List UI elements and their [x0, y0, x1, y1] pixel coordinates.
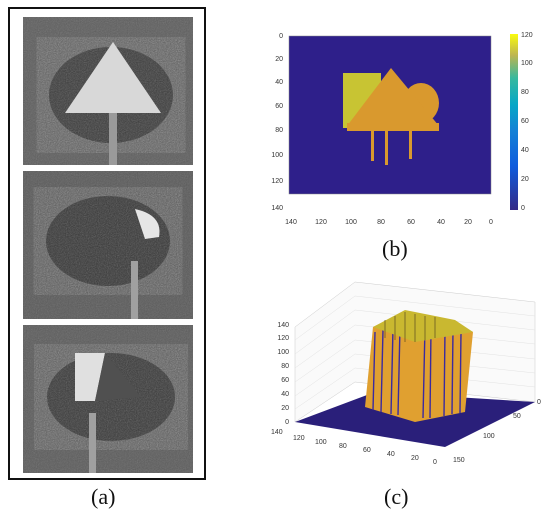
surface-x-tick: 60: [363, 447, 371, 454]
heatmap-y-tick: 140: [271, 205, 283, 212]
heatmap-y-tick: 100: [271, 152, 283, 159]
surface-x-tick: 0: [433, 459, 437, 466]
heatmap-x-tick: 0: [489, 219, 493, 226]
surface-z-tick: 20: [281, 405, 289, 412]
surface-z-tick: 120: [277, 335, 289, 342]
heatmap-x-tick: 20: [464, 219, 472, 226]
heatmap-x-ticks: 140 120 100 80 60 40 20 0: [285, 219, 493, 226]
surface-y-ticks: 150 100 50 0: [453, 399, 541, 464]
depth-heatmap: 0 20 40 60 80 100 120 140 140 120 100 80…: [253, 28, 533, 233]
surface-y-tick: 0: [537, 399, 541, 406]
heatmap-y-tick: 60: [275, 103, 283, 110]
photo-triangle-side: [23, 171, 193, 319]
heatmap-y-tick: 120: [271, 178, 283, 185]
heatmap-x-tick: 80: [377, 219, 385, 226]
heatmap-y-tick: 0: [279, 33, 283, 40]
heatmap-y-tick: 80: [275, 127, 283, 134]
colorbar-tick: 0: [521, 205, 525, 212]
photo-strip-frame: [8, 7, 206, 480]
surface-x-tick: 120: [293, 435, 305, 442]
surface-z-tick: 80: [281, 363, 289, 370]
heatmap-y-ticks: 0 20 40 60 80 100 120 140: [271, 33, 283, 212]
colorbar-tick: 60: [521, 118, 529, 125]
caption-c: (c): [384, 484, 409, 509]
surface-x-ticks: 140 120 100 80 60 40 20 0: [271, 429, 437, 466]
photo-triangle-rotated: [23, 325, 193, 473]
surface-z-tick: 100: [277, 349, 289, 356]
surface-y-tick: 50: [513, 413, 521, 420]
depth-surface-3d: 0 20 40 60 80 100 120 140 140 120 100 80…: [255, 272, 545, 482]
photo-triangle-front: [23, 17, 193, 165]
heatmap-y-tick: 20: [275, 56, 283, 63]
heatmap-x-tick: 40: [437, 219, 445, 226]
surface-x-tick: 140: [271, 429, 283, 436]
surface-z-tick: 0: [285, 419, 289, 426]
caption-a: (a): [91, 484, 116, 509]
heatmap-x-tick: 120: [315, 219, 327, 226]
heatmap-x-tick: 100: [345, 219, 357, 226]
surface-x-tick: 40: [387, 451, 395, 458]
surface-z-tick: 60: [281, 377, 289, 384]
colorbar-tick: 40: [521, 147, 529, 154]
surface-x-tick: 20: [411, 455, 419, 462]
surface-x-tick: 100: [315, 439, 327, 446]
colorbar-tick: 20: [521, 176, 529, 183]
surface-z-tick: 140: [277, 322, 289, 329]
colorbar: [510, 34, 518, 210]
heatmap-y-tick: 40: [275, 79, 283, 86]
caption-b: (b): [382, 236, 408, 261]
surface-z-tick: 40: [281, 391, 289, 398]
surface-z-ticks: 0 20 40 60 80 100 120 140: [277, 322, 289, 426]
heatmap-x-tick: 60: [407, 219, 415, 226]
surface-y-tick: 100: [483, 433, 495, 440]
heatmap-x-tick: 140: [285, 219, 297, 226]
surface-y-tick: 150: [453, 457, 465, 464]
colorbar-tick: 100: [521, 60, 533, 67]
colorbar-tick: 120: [521, 32, 533, 39]
colorbar-ticks: 0 20 40 60 80 100 120: [521, 32, 533, 212]
surface-x-tick: 80: [339, 443, 347, 450]
colorbar-tick: 80: [521, 89, 529, 96]
